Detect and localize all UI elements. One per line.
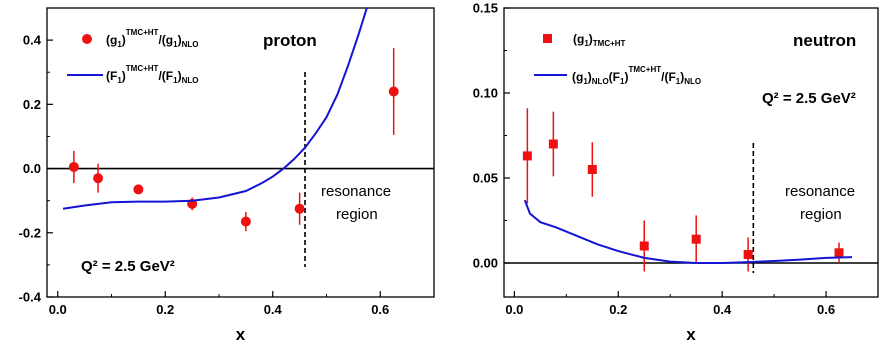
neutron-panel: 0.00 0.05 0.10 0.15 0.0 0.2 0.4 0.6 x (g1)TMC+HT (…: [473, 1, 879, 344]
x-axis-title: x: [236, 325, 246, 344]
legend-label-g1-tmc: (g1)TMC+HT: [573, 32, 626, 48]
panel-label: neutron: [793, 31, 856, 50]
x-tick-label: 0.0: [505, 302, 523, 317]
region-label-line2: region: [336, 206, 378, 223]
x-tick-label: 0.4: [713, 302, 732, 317]
legend-label-g1-ratio: (g1)TMC+HT/(g1)NLO: [106, 28, 198, 49]
legend-marker-circle: [82, 34, 92, 44]
x-tick-label: 0.6: [817, 302, 835, 317]
x-tick-label: 0.2: [609, 302, 627, 317]
y-tick-label: 0.05: [473, 171, 498, 186]
data-point: [834, 248, 844, 258]
region-label-line1: resonance: [785, 183, 855, 200]
data-point: [294, 203, 305, 214]
proton-panel: -0.4 -0.2 0.0 0.2 0.4 0.0 0.2 0.4 0.6 x (g1)TMC+HT…: [19, 7, 435, 344]
x-tick-label: 0.2: [156, 302, 174, 317]
legend-label-f1-ratio: (F1)TMC+HT/(F1)NLO: [106, 64, 198, 85]
series-curve: [523, 199, 853, 264]
x-axis-title: x: [686, 325, 696, 344]
y-tick-label: 0.15: [473, 1, 498, 16]
y-tick-label: 0.10: [473, 86, 498, 101]
q2-annotation: Q² = 2.5 GeV²: [81, 258, 175, 275]
data-point: [691, 234, 701, 244]
data-point: [93, 173, 104, 184]
y-tick-label: -0.2: [19, 225, 41, 240]
x-tick-label: 0.0: [49, 302, 67, 317]
region-label-line2: region: [800, 206, 842, 223]
plot-frame: [503, 7, 879, 298]
y-tick-label: 0.0: [23, 161, 41, 176]
y-tick-label: 0.4: [23, 33, 42, 48]
q2-annotation: Q² = 2.5 GeV²: [762, 90, 856, 107]
plot-frame: [46, 7, 435, 298]
y-tick-label: 0.2: [23, 97, 41, 112]
x-tick-label: 0.6: [371, 302, 389, 317]
data-point: [743, 250, 753, 259]
data-point: [587, 165, 597, 174]
data-point: [522, 151, 532, 161]
legend-marker-square: [543, 34, 552, 43]
data-point: [240, 216, 251, 227]
region-label-line1: resonance: [321, 183, 391, 200]
data-point: [388, 86, 399, 97]
series-curve: [62, 8, 368, 210]
y-tick-label: 0.00: [473, 256, 498, 271]
data-point: [639, 241, 649, 251]
panel-label: proton: [263, 31, 317, 50]
data-point: [68, 161, 79, 172]
y-tick-label: -0.4: [19, 290, 42, 305]
data-point: [548, 139, 558, 149]
legend-label-g1-f1-ratio: (g1)NLO(F1)TMC+HT/(F1)NLO: [572, 65, 701, 86]
x-tick-label: 0.4: [264, 302, 283, 317]
data-point: [133, 184, 144, 195]
